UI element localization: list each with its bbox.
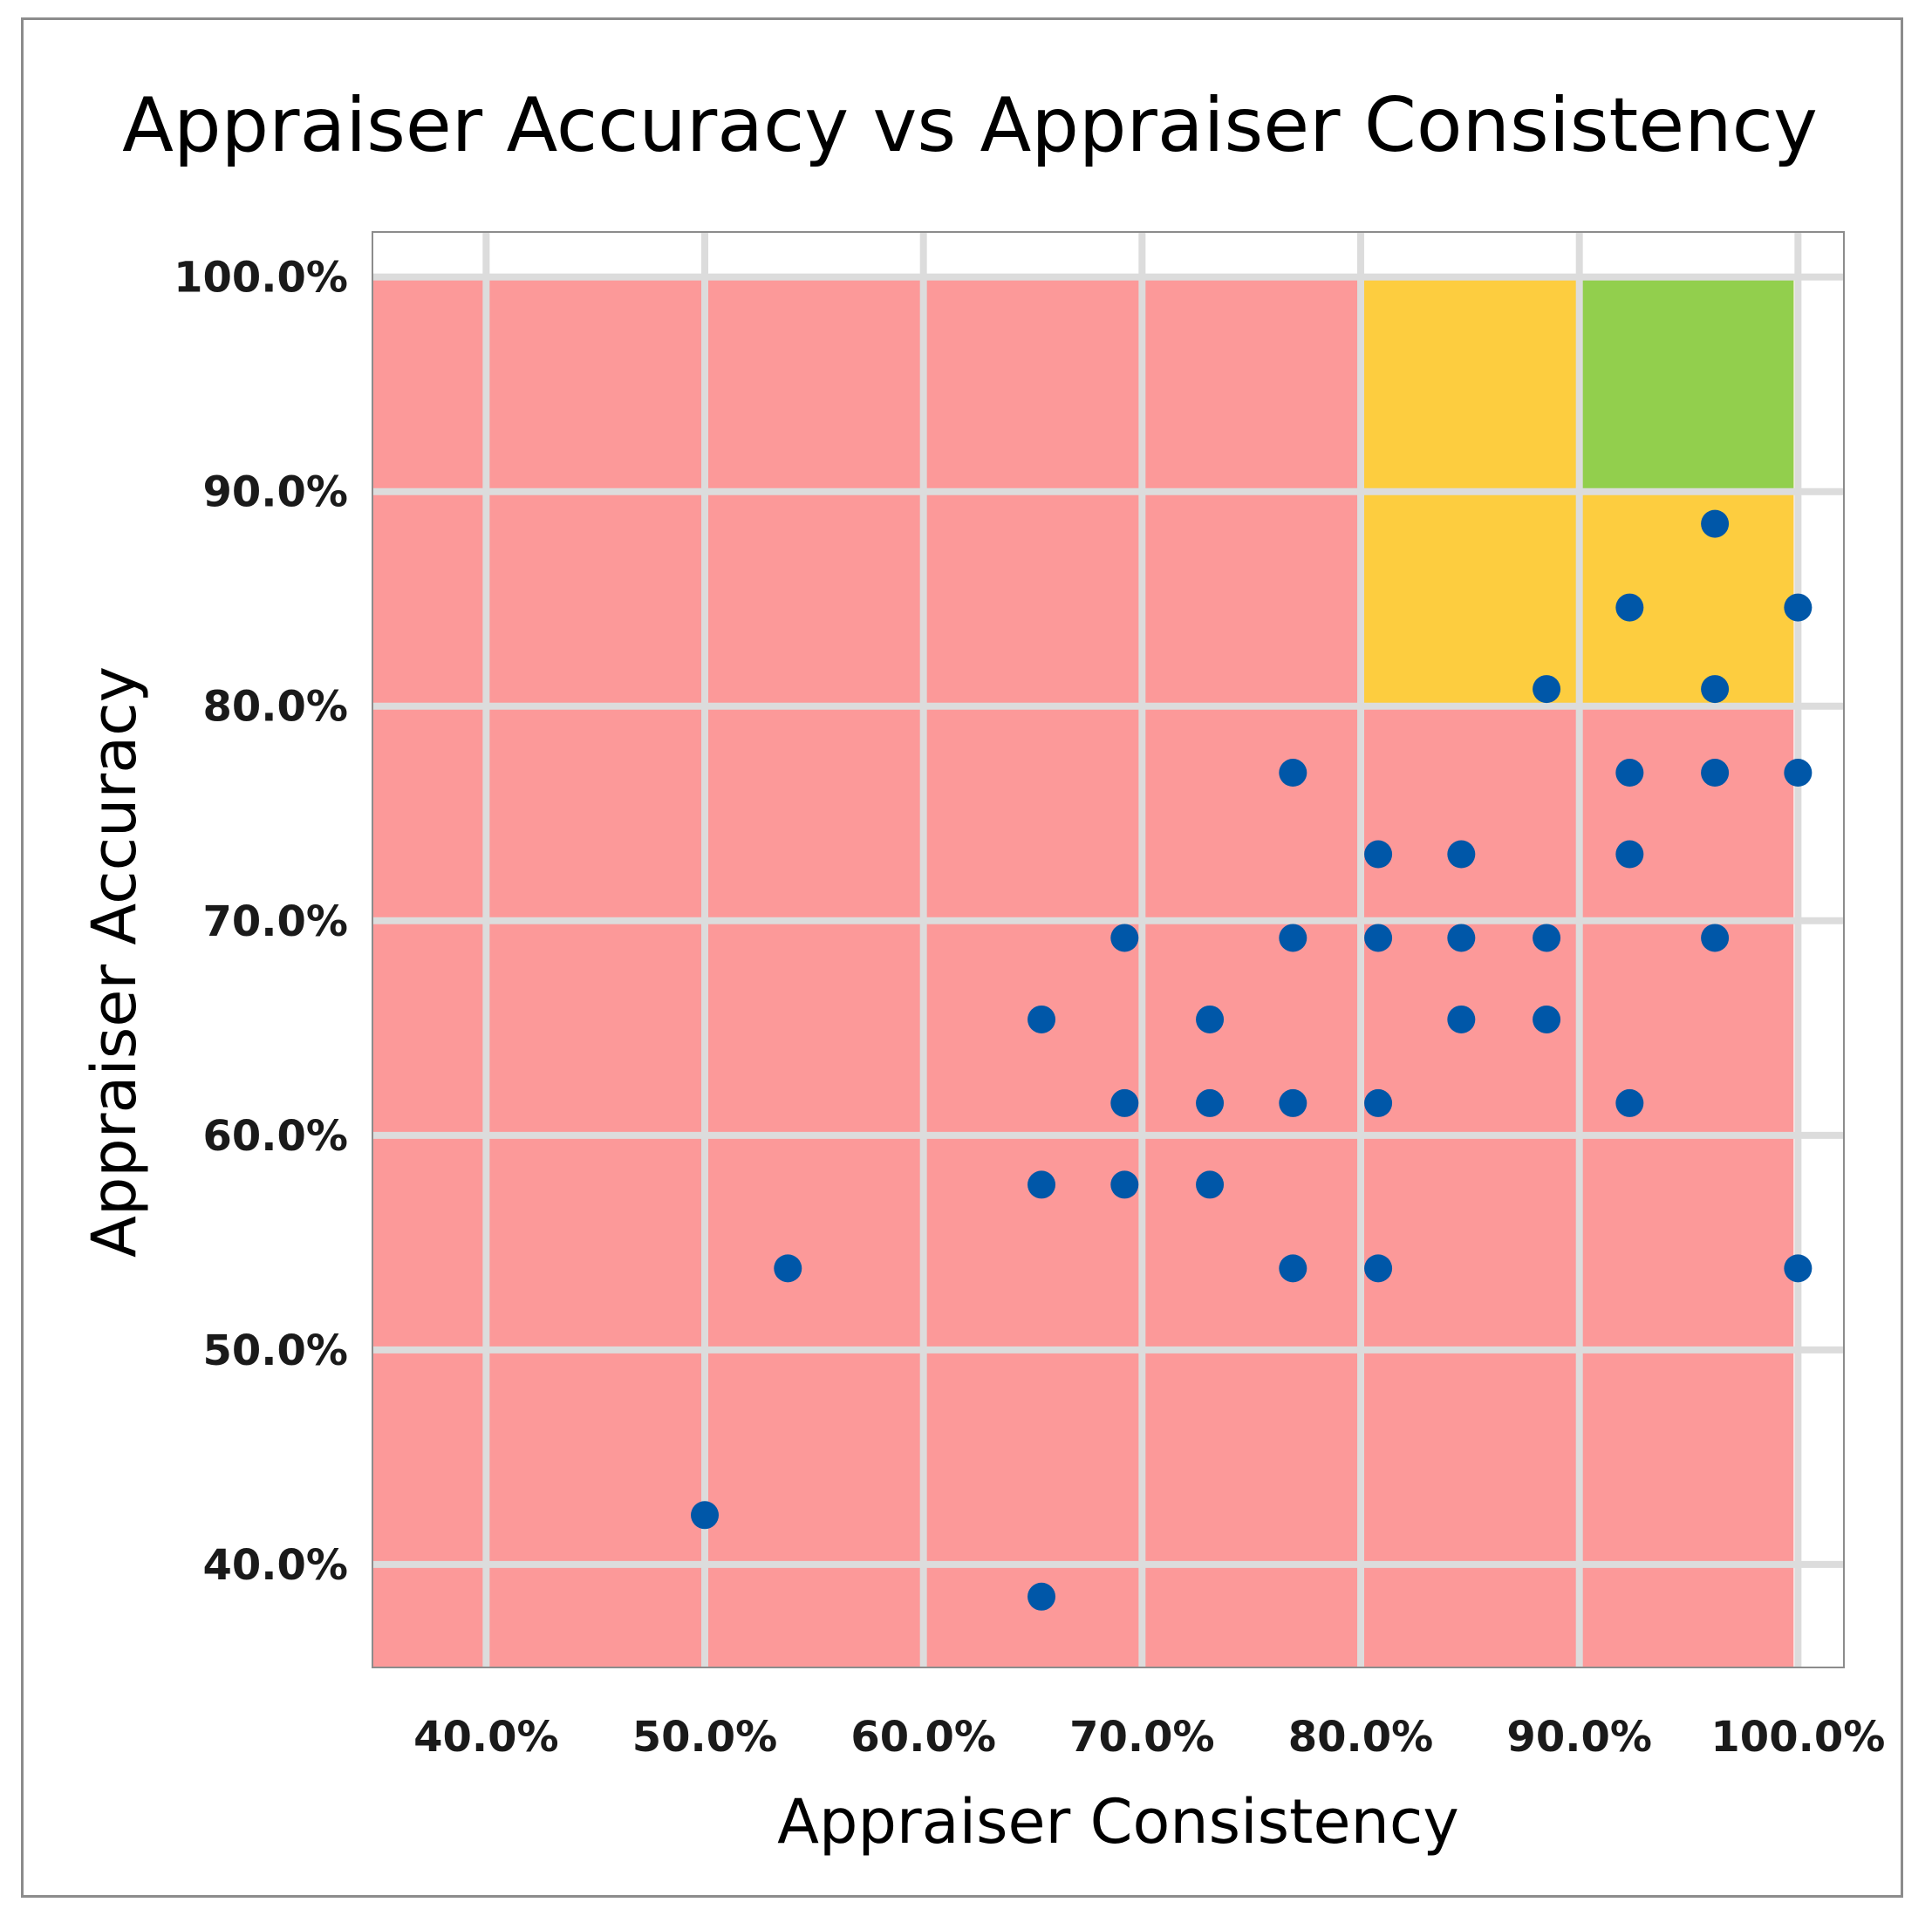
data-point — [1447, 924, 1476, 952]
x-tick-labels: 40.0% 50.0% 60.0% 70.0% 80.0% 90.0% 100.0% — [413, 1713, 1885, 1762]
chart-title: Appraiser Accuracy vs Appraiser Consiste… — [122, 82, 1818, 169]
data-point — [1784, 1254, 1813, 1283]
data-point — [1110, 924, 1139, 952]
grid-layer — [372, 232, 1844, 1667]
data-point — [1701, 509, 1730, 538]
points-layer — [691, 509, 1813, 1611]
x-tick-label: 90.0% — [1506, 1713, 1652, 1762]
y-tick-label: 70.0% — [202, 897, 348, 946]
data-point — [1196, 1005, 1225, 1033]
data-point — [1279, 1088, 1307, 1117]
y-tick-labels: 40.0% 50.0% 60.0% 70.0% 80.0% 90.0% 100.0% — [174, 254, 348, 1590]
x-tick-label: 60.0% — [850, 1713, 996, 1762]
data-point — [1784, 759, 1813, 788]
data-point — [1027, 1005, 1056, 1033]
data-point — [1196, 1088, 1225, 1117]
y-tick-label: 90.0% — [202, 468, 348, 517]
data-point — [1701, 759, 1730, 788]
x-axis-label: Appraiser Consistency — [777, 1786, 1459, 1858]
y-axis-label: Appraiser Accuracy — [79, 666, 150, 1258]
data-point — [1364, 840, 1393, 869]
plot-border — [372, 231, 1845, 1668]
data-point — [1701, 675, 1730, 704]
data-point — [1447, 840, 1476, 869]
x-tick-label: 80.0% — [1288, 1713, 1434, 1762]
data-point — [1027, 1170, 1056, 1199]
green-zone — [1579, 276, 1794, 492]
data-point — [1615, 759, 1644, 788]
data-point — [691, 1501, 720, 1530]
y-tick-label: 60.0% — [202, 1112, 348, 1161]
data-point — [1110, 1088, 1139, 1117]
data-point — [1784, 593, 1813, 622]
data-point — [1110, 1170, 1139, 1199]
data-point — [1027, 1582, 1056, 1611]
y-tick-label: 80.0% — [202, 683, 348, 732]
x-tick-label: 50.0% — [632, 1713, 778, 1762]
data-point — [1196, 1170, 1225, 1199]
y-tick-label: 100.0% — [174, 254, 348, 303]
data-point — [1615, 593, 1644, 622]
data-point — [1364, 1088, 1393, 1117]
data-point — [1447, 1005, 1476, 1033]
data-point — [1615, 1088, 1644, 1117]
data-point — [1279, 1254, 1307, 1283]
y-tick-label: 40.0% — [202, 1541, 348, 1590]
data-point — [1533, 924, 1561, 952]
y-tick-label: 50.0% — [202, 1326, 348, 1375]
chart-frame: Appraiser Accuracy vs Appraiser Consiste… — [21, 17, 1903, 1898]
data-point — [1364, 1254, 1393, 1283]
data-point — [774, 1254, 802, 1283]
data-point — [1279, 759, 1307, 788]
x-tick-label: 100.0% — [1710, 1713, 1885, 1762]
data-point — [1533, 1005, 1561, 1033]
data-point — [1701, 924, 1730, 952]
data-point — [1533, 675, 1561, 704]
data-point — [1364, 924, 1393, 952]
data-point — [1279, 924, 1307, 952]
data-point — [1615, 840, 1644, 869]
scatter-chart: Appraiser Accuracy vs Appraiser Consiste… — [79, 82, 1885, 1858]
x-tick-label: 70.0% — [1069, 1713, 1215, 1762]
x-tick-label: 40.0% — [413, 1713, 559, 1762]
